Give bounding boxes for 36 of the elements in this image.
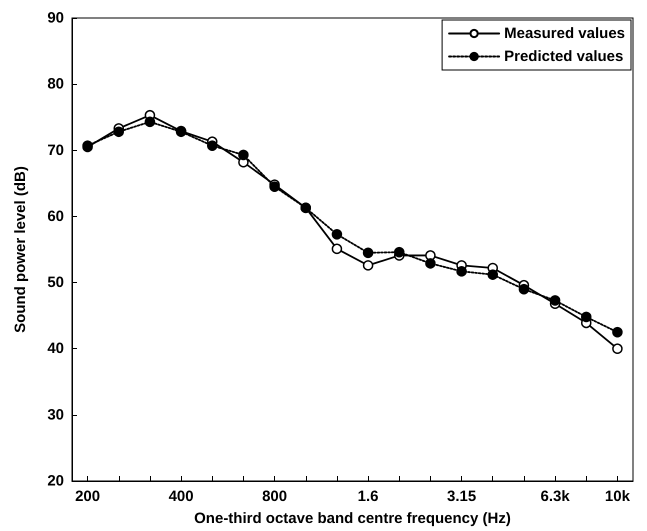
point — [238, 150, 249, 160]
x-tick-label: 800 — [262, 488, 288, 505]
y-tick-label: 70 — [47, 142, 64, 159]
point — [362, 260, 374, 271]
y-tick-label: 40 — [47, 340, 64, 358]
point — [425, 258, 436, 269]
x-axis-title: One-third octave band centre frequency (Hz) — [194, 510, 511, 527]
point — [581, 312, 592, 322]
x-tick-label: 3.15 — [446, 488, 476, 505]
y-tick-label: 80 — [47, 76, 64, 93]
point — [612, 343, 623, 354]
point — [518, 284, 530, 294]
y-tick-label: 20 — [47, 472, 64, 490]
point — [612, 326, 623, 338]
x-tick-label: 10k — [604, 488, 631, 505]
point — [488, 269, 498, 280]
point — [394, 246, 404, 258]
point — [332, 229, 342, 240]
x-tick-label: 400 — [168, 488, 194, 505]
y-tick-label: 60 — [47, 208, 64, 225]
y-axis-title: Sound power level (dB) — [12, 166, 29, 333]
legend-label: Predicted values — [504, 48, 624, 65]
point — [114, 126, 124, 138]
point — [207, 140, 218, 151]
x-tick-label: 200 — [75, 488, 100, 505]
point — [550, 295, 560, 306]
point — [144, 116, 156, 128]
legend-label: Measured values — [504, 25, 626, 42]
point — [332, 244, 342, 254]
x-tick-label: 6.3k — [540, 488, 570, 505]
point — [456, 266, 467, 277]
y-tick-label: 90 — [47, 10, 64, 26]
point — [362, 248, 374, 258]
y-tick-label: 50 — [47, 274, 64, 292]
y-tick-label: 30 — [47, 406, 64, 424]
x-tick-label: 1.6 — [358, 488, 379, 505]
